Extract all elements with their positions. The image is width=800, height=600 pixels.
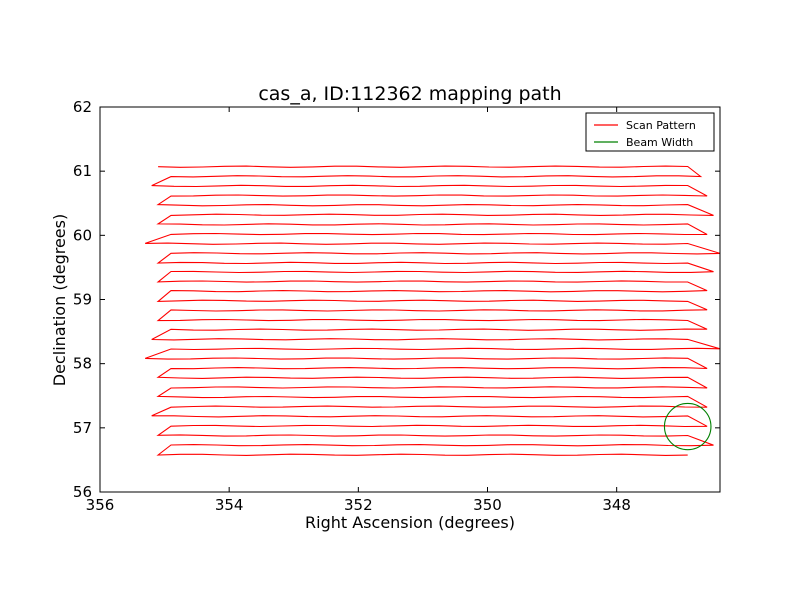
legend-box bbox=[585, 112, 715, 152]
x-axis-label: Right Ascension (degrees) bbox=[305, 513, 515, 532]
x-tick-label: 348 bbox=[602, 496, 631, 514]
y-axis-label: Declination (degrees) bbox=[50, 214, 69, 386]
legend-label-scan-pattern: Scan Pattern bbox=[626, 119, 696, 132]
y-tick-label: 60 bbox=[73, 226, 92, 244]
chart-title: cas_a, ID:112362 mapping path bbox=[258, 83, 561, 105]
plot-area bbox=[100, 107, 720, 492]
series-scan-pattern-line bbox=[145, 165, 721, 456]
legend-label-beam-width: Beam Width bbox=[626, 136, 693, 149]
x-tick-label: 350 bbox=[473, 496, 502, 514]
series-beam-width-circle bbox=[663, 402, 712, 451]
plot-marks bbox=[145, 165, 721, 456]
y-tick-label: 61 bbox=[73, 162, 92, 180]
x-tick-label: 354 bbox=[215, 496, 244, 514]
y-tick-label: 59 bbox=[73, 291, 92, 309]
y-tick-label: 57 bbox=[73, 419, 92, 437]
y-tick-label: 62 bbox=[73, 98, 92, 116]
legend: Scan Pattern Beam Width bbox=[585, 112, 715, 152]
plot-frame bbox=[99, 106, 721, 493]
axis-ticks: 356 354 352 350 348 56 57 58 59 60 61 62 bbox=[73, 98, 720, 514]
x-tick-label: 356 bbox=[86, 496, 115, 514]
y-tick-label: 56 bbox=[73, 483, 92, 501]
y-tick-label: 58 bbox=[73, 355, 92, 373]
x-tick-label: 352 bbox=[344, 496, 373, 514]
